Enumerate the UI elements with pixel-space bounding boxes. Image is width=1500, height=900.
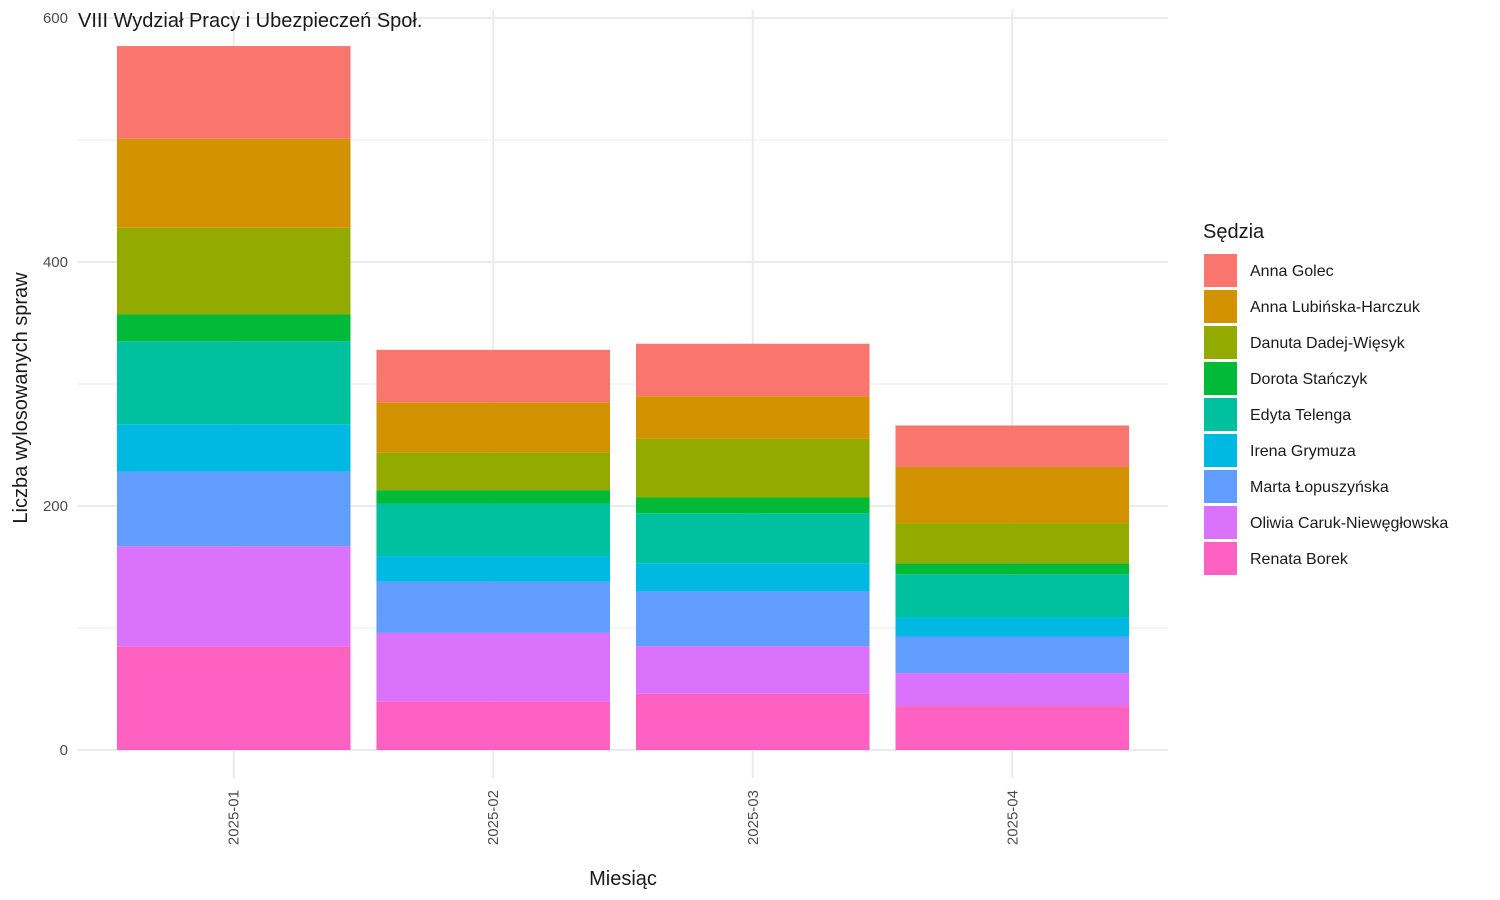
legend-label: Oliwia Caruk-Niewęgłowska bbox=[1250, 515, 1448, 532]
bar-segment bbox=[116, 341, 351, 425]
legend-label: Danuta Dadej-Więsyk bbox=[1250, 335, 1406, 352]
bar-segment bbox=[116, 646, 351, 750]
bar-segment bbox=[376, 349, 611, 403]
bar-segment bbox=[116, 227, 351, 315]
bar-segment bbox=[895, 617, 1130, 637]
bar-segment bbox=[376, 402, 611, 453]
bar-segment bbox=[116, 46, 351, 139]
axis-layer: 0 200 400 600 2025-01 2025-02 2025-03 2025-04 bbox=[43, 10, 1021, 845]
bar-segment bbox=[895, 523, 1130, 564]
legend-swatch bbox=[1204, 362, 1237, 395]
bars-layer bbox=[116, 46, 1130, 750]
bar-segment bbox=[116, 314, 351, 342]
legend-swatch bbox=[1204, 326, 1237, 359]
bar-segment bbox=[895, 425, 1130, 467]
bar-segment bbox=[635, 563, 870, 592]
bar-segment bbox=[635, 396, 870, 439]
bar-segment bbox=[116, 546, 351, 647]
bar-segment bbox=[376, 632, 611, 702]
legend-swatch bbox=[1204, 506, 1237, 539]
legend-label: Dorota Stańczyk bbox=[1250, 371, 1368, 388]
bar-segment bbox=[376, 581, 611, 633]
bar-segment bbox=[116, 138, 351, 228]
y-tick-label: 600 bbox=[43, 10, 68, 27]
bar-segment bbox=[376, 701, 611, 750]
y-tick-label: 400 bbox=[43, 254, 68, 271]
bar-segment bbox=[116, 471, 351, 547]
legend-label: Renata Borek bbox=[1250, 551, 1349, 568]
legend-swatch bbox=[1204, 290, 1237, 323]
legend-label: Anna Golec bbox=[1250, 263, 1334, 280]
bar-segment bbox=[895, 673, 1130, 707]
x-axis-title: Miesiąc bbox=[589, 868, 657, 890]
bar-segment bbox=[635, 343, 870, 397]
bar-segment bbox=[895, 706, 1130, 750]
x-tick-label: 2025-04 bbox=[1004, 790, 1021, 845]
legend-label: Marta Łopuszyńska bbox=[1250, 479, 1389, 496]
legend-label: Edyta Telenga bbox=[1250, 407, 1351, 424]
bar-segment bbox=[895, 466, 1130, 524]
legend-swatch bbox=[1204, 254, 1237, 287]
legend-label: Irena Grymuza bbox=[1250, 443, 1356, 460]
legend-title: Sędzia bbox=[1203, 221, 1265, 243]
bar-segment bbox=[116, 424, 351, 472]
x-tick-label: 2025-01 bbox=[226, 790, 243, 845]
bar-segment bbox=[635, 513, 870, 564]
bar-segment bbox=[376, 503, 611, 557]
bar-segment bbox=[895, 574, 1130, 618]
bar-segment bbox=[895, 636, 1130, 674]
bar-segment bbox=[635, 438, 870, 498]
legend-swatch bbox=[1204, 398, 1237, 431]
bar-segment bbox=[895, 563, 1130, 575]
y-tick-label: 0 bbox=[60, 742, 68, 759]
legend-label: Anna Lubińska-Harczuk bbox=[1250, 299, 1421, 316]
bar-segment bbox=[635, 497, 870, 514]
bar-segment bbox=[635, 646, 870, 694]
x-tick-label: 2025-02 bbox=[485, 790, 502, 845]
legend-items: Anna Golec Anna Lubińska-Harczuk Danuta Da… bbox=[1204, 254, 1448, 575]
y-axis-title: Liczba wylosowanych spraw bbox=[10, 272, 32, 524]
y-tick-label: 200 bbox=[43, 498, 68, 515]
legend-swatch bbox=[1204, 542, 1237, 575]
bar-segment bbox=[376, 556, 611, 582]
bar-segment bbox=[376, 490, 611, 504]
legend-swatch bbox=[1204, 470, 1237, 503]
legend-swatch bbox=[1204, 434, 1237, 467]
x-tick-label: 2025-03 bbox=[745, 790, 762, 845]
bar-segment bbox=[635, 591, 870, 647]
chart-title: VIII Wydział Pracy i Ubezpieczeń Społ. bbox=[78, 10, 422, 32]
legend: Sędzia Anna Golec Anna Lubińska-Harczuk Da… bbox=[1203, 221, 1448, 575]
bar-segment bbox=[635, 693, 870, 750]
bar-segment bbox=[376, 452, 611, 491]
